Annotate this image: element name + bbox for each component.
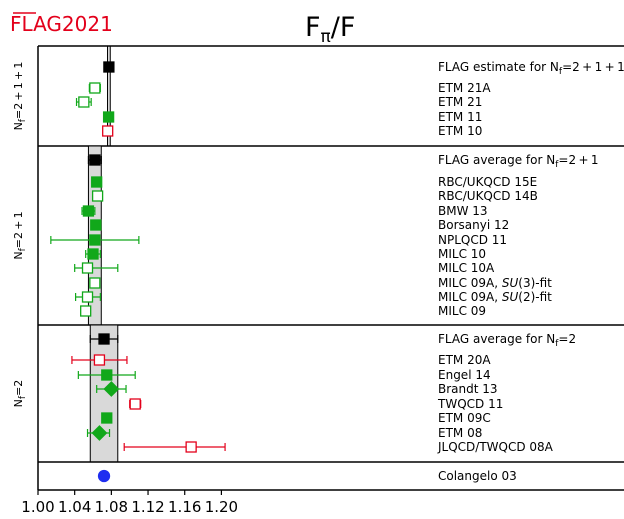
- x-tick-label: 1.12: [131, 498, 164, 516]
- data-point: [91, 190, 104, 202]
- row-label: TWQCD 11: [437, 397, 503, 411]
- row-label: MILC 10A: [438, 261, 495, 275]
- group-label: Nf=2 + 1 + 1: [12, 62, 28, 131]
- data-point: [78, 96, 90, 108]
- row-label: MILC 09: [438, 304, 486, 318]
- flag-logo: FLAG2021: [10, 12, 113, 36]
- data-point: [81, 262, 94, 274]
- data-point: [89, 154, 101, 166]
- data-point: [101, 412, 113, 424]
- row-label: ETM 20A: [438, 353, 491, 367]
- x-tick-label: 1.00: [21, 498, 54, 516]
- data-point: [185, 441, 197, 453]
- data-point: [82, 205, 95, 217]
- row-label: FLAG estimate for Nf=2 + 1 + 1: [438, 60, 624, 77]
- chart-title-main: F: [305, 12, 321, 43]
- row-label: BMW 13: [438, 204, 488, 218]
- plot-background: [38, 46, 624, 490]
- row-label: ETM 21: [438, 95, 482, 109]
- data-point: [102, 111, 115, 123]
- row-label: FLAG average for Nf=2 + 1: [438, 153, 599, 170]
- row-label: RBC/UKQCD 14B: [438, 189, 538, 203]
- chart-title: Fπ/F: [305, 12, 355, 47]
- group-label: Nf=2: [12, 380, 28, 408]
- data-point: [90, 219, 102, 231]
- chart-title-tail: /F: [331, 12, 356, 43]
- data-point: [80, 305, 92, 317]
- data-point: [81, 291, 94, 303]
- row-label: MILC 09A, SU(3)-fit: [438, 276, 552, 290]
- data-point: [103, 381, 120, 397]
- row-label: ETM 08: [438, 426, 482, 440]
- group-label: Nf=2 + 1: [12, 211, 28, 259]
- data-point: [103, 61, 115, 73]
- row-label: Borsanyi 12: [438, 218, 509, 232]
- row-label: ETM 09C: [438, 411, 491, 425]
- row-label: Brandt 13: [438, 382, 498, 396]
- row-label: Colangelo 03: [438, 469, 517, 483]
- x-tick-label: 1.20: [205, 498, 238, 516]
- row-label: FLAG average for Nf=2: [438, 332, 576, 349]
- row-label: Engel 14: [438, 368, 491, 382]
- data-point: [129, 398, 141, 410]
- data-point: [91, 176, 103, 188]
- row-label: RBC/UKQCD 15E: [438, 175, 537, 189]
- row-label: ETM 11: [438, 110, 482, 124]
- row-label: MILC 09A, SU(2)-fit: [438, 290, 552, 304]
- plot-area: Nf=2 + 1 + 1 FLAG estimate for Nf=2 + 1 +…: [12, 45, 624, 516]
- data-point: [101, 369, 113, 381]
- data-point: [89, 82, 101, 94]
- row-label: MILC 10: [438, 247, 486, 261]
- data-point: [89, 277, 101, 289]
- row-label: NPLQCD 11: [438, 233, 507, 247]
- data-point: [91, 425, 108, 441]
- x-tick-label: 1.16: [168, 498, 201, 516]
- row-label: ETM 10: [438, 124, 482, 138]
- data-point: [102, 125, 114, 137]
- data-point: [98, 333, 110, 345]
- x-tick-label: 1.04: [58, 498, 91, 516]
- data-point: [87, 248, 99, 260]
- row-label: ETM 21A: [438, 81, 491, 95]
- data-point: [89, 234, 101, 246]
- chart-title-sub: π: [321, 27, 331, 47]
- data-point: [97, 469, 111, 483]
- data-point: [93, 354, 106, 366]
- x-tick-label: 1.08: [95, 498, 128, 516]
- row-label: JLQCD/TWQCD 08A: [437, 440, 554, 454]
